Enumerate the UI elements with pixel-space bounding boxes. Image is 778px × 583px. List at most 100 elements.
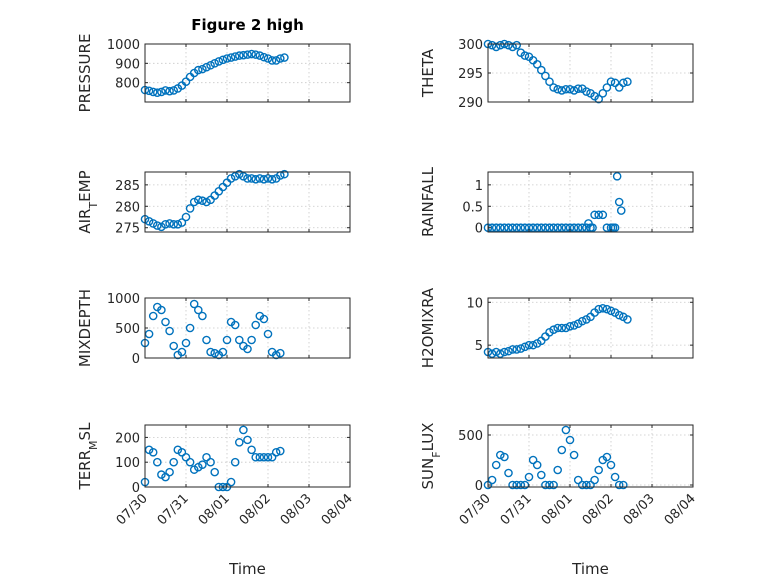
air_temp-point (247, 174, 256, 183)
mixdepth-point (189, 299, 199, 309)
rainfall-y-tick-label: 0.5 (462, 200, 483, 215)
air_temp-point (267, 174, 277, 184)
h2omixra-point (508, 345, 517, 354)
terr_msl-y-tick-label: 0 (132, 481, 140, 496)
pressure-point (280, 53, 289, 62)
sun_flux-point (541, 480, 550, 490)
h2omixra-axes-box (487, 297, 694, 359)
air_temp-point (280, 169, 289, 179)
pressure-point (263, 54, 273, 63)
theta-y-axis-label: THETA (419, 48, 437, 98)
h2omixra-point (495, 349, 505, 359)
rainfall-point (594, 210, 604, 220)
sun_flux-point (573, 475, 583, 485)
air_temp-point (259, 174, 269, 184)
pressure-point (251, 50, 260, 59)
pressure-point (198, 64, 207, 74)
h2omixra-point (557, 323, 567, 333)
rainfall-point (614, 197, 624, 207)
mixdepth-point (247, 335, 256, 345)
sun_flux-point (491, 460, 501, 470)
theta-point (569, 86, 579, 95)
h2omixra-point (614, 310, 624, 320)
air_temp-y-tick-label: 285 (115, 179, 140, 194)
air_temp-point (152, 221, 162, 230)
theta-point (504, 40, 513, 50)
rainfall-point (495, 223, 505, 233)
pressure-point (165, 86, 174, 96)
terr_msl-point (263, 452, 273, 462)
sun_flux-point (619, 480, 628, 490)
terr_msl-point (169, 457, 178, 467)
theta-point (495, 40, 505, 50)
pressure-point (218, 55, 228, 65)
x-tick-label: 07/31 (155, 491, 192, 528)
air_temp-point (189, 197, 199, 207)
sun_flux-point (582, 480, 591, 490)
theta-axes-box (487, 43, 694, 103)
theta-point (520, 51, 530, 60)
air_temp-point (243, 174, 252, 183)
pressure-point (214, 57, 224, 66)
mixdepth-point (218, 347, 228, 357)
h2omixra-point (504, 346, 513, 356)
rainfall-point (532, 223, 542, 233)
mixdepth-point (263, 329, 273, 339)
x-tick-label: 08/04 (319, 491, 356, 528)
mixdepth-point (202, 335, 211, 345)
rainfall-point (588, 223, 597, 233)
pressure-point (239, 50, 248, 60)
rainfall-point (612, 171, 622, 181)
rainfall-point (520, 223, 530, 233)
pressure-point (169, 86, 178, 95)
terr_msl-point (271, 447, 281, 457)
air_temp-point (255, 174, 265, 183)
rainfall-point (500, 223, 509, 233)
sun_flux-point (512, 480, 522, 490)
air_temp-point (234, 169, 244, 179)
air_temp-point (185, 204, 195, 213)
sun_flux-y-tick-label: 0 (475, 479, 483, 494)
theta-point (508, 42, 517, 52)
sun_flux-point (610, 472, 620, 482)
pressure-point (271, 56, 281, 65)
air_temp-point (230, 171, 240, 181)
mixdepth-point (222, 335, 232, 345)
h2omixra-point (520, 342, 530, 352)
theta-point (553, 84, 563, 94)
sun_flux-point (516, 480, 526, 490)
rainfall-y-tick-label: 1 (475, 179, 483, 194)
theta-point (594, 94, 604, 104)
air_temp-point (173, 219, 183, 229)
rainfall-point (573, 223, 583, 233)
mixdepth-point (259, 314, 269, 324)
x-tick-label: 08/03 (621, 491, 658, 528)
mixdepth-y-tick-label: 0 (132, 352, 140, 367)
pressure-point (230, 52, 240, 61)
mixdepth-point (271, 350, 281, 360)
rainfall-point (569, 223, 579, 233)
air_temp-point (181, 212, 191, 222)
air_temp-axes-box (144, 171, 351, 233)
terr_msl-point (152, 457, 162, 467)
theta-y-tick-label: 290 (458, 96, 483, 111)
rainfall-point (508, 223, 517, 233)
h2omixra-point (561, 323, 571, 333)
mixdepth-point (181, 338, 191, 348)
terr_msl-point (251, 452, 260, 462)
theta-point (614, 83, 624, 92)
terr_msl-point (247, 445, 256, 455)
pressure-point (148, 87, 158, 97)
sun_flux-point (565, 435, 575, 445)
terr_msl-point (148, 447, 158, 457)
h2omixra-point (606, 306, 616, 316)
theta-point (565, 84, 575, 94)
x-tick-label: 08/03 (278, 491, 315, 528)
rainfall-axes-box (487, 171, 694, 233)
sun_flux-point (594, 465, 604, 475)
sun_flux-point (561, 425, 571, 435)
terr_msl-point (185, 457, 195, 467)
rainfall-point (598, 210, 608, 220)
terr_msl-point (206, 457, 215, 467)
terr_msl-point (226, 477, 236, 487)
